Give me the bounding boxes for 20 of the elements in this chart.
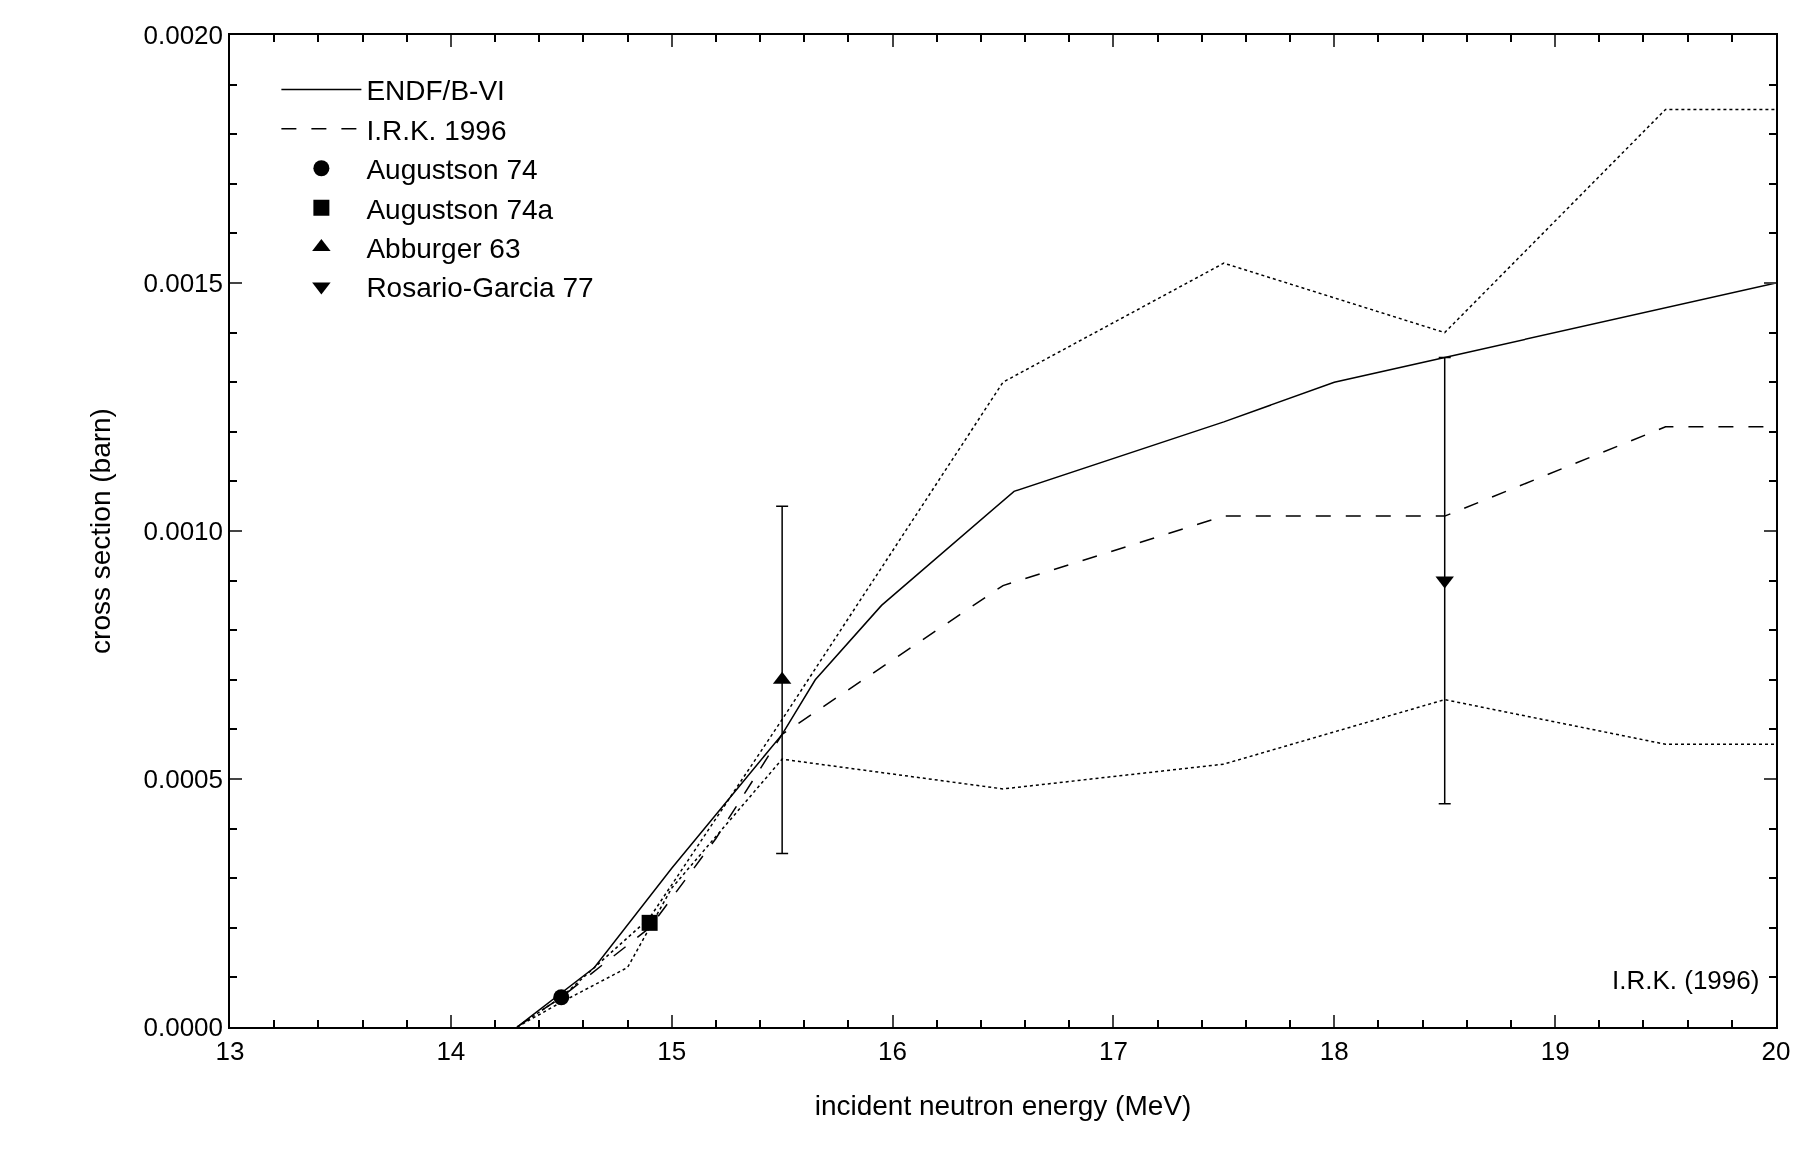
x-tick-label: 19 — [1540, 1035, 1570, 1066]
x-tick-label: 14 — [436, 1035, 466, 1066]
legend-label: ENDF/B-VI — [366, 75, 505, 107]
y-tick-label: 0.0020 — [143, 20, 224, 51]
x-tick-label: 17 — [1098, 1035, 1128, 1066]
y-axis-title: cross section (barn) — [84, 408, 116, 654]
legend-label: Rosario-Garcia 77 — [366, 272, 594, 304]
x-tick-label: 16 — [878, 1035, 908, 1066]
annotation: I.R.K. (1996) — [1612, 965, 1760, 995]
legend-label: Abburger 63 — [366, 232, 521, 264]
y-tick-label: 0.0010 — [143, 516, 224, 547]
legend-label: Augustson 74a — [366, 193, 554, 225]
legend-label: I.R.K. 1996 — [366, 114, 507, 146]
x-tick-label: 15 — [657, 1035, 687, 1066]
x-axis-title: incident neutron energy (MeV) — [814, 1089, 1192, 1121]
y-tick-label: 0.0015 — [143, 268, 224, 299]
x-tick-label: 20 — [1761, 1035, 1791, 1066]
x-tick-label: 18 — [1319, 1035, 1349, 1066]
y-tick-label: 0.0005 — [143, 764, 224, 795]
legend-label: Augustson 74 — [366, 154, 538, 186]
